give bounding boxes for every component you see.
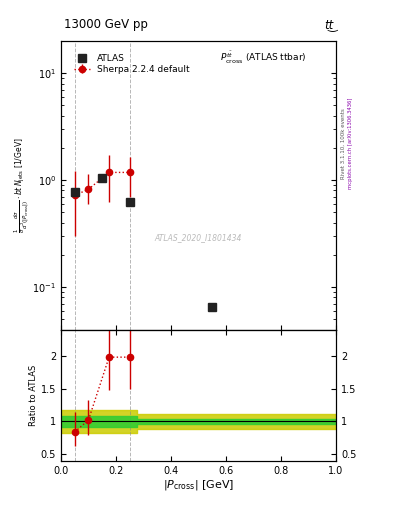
Text: $P_{\mathrm{cross}}^{t\bar{t}}$ (ATLAS ttbar): $P_{\mathrm{cross}}^{t\bar{t}}$ (ATLAS t… bbox=[220, 50, 307, 66]
Legend: ATLAS, Sherpa 2.2.4 default: ATLAS, Sherpa 2.2.4 default bbox=[71, 51, 193, 77]
ATLAS bbox=[210, 304, 215, 310]
Y-axis label: $\frac{1}{\sigma}\frac{d\sigma}{d^2(|P_{\mathrm{cross}}|)}\cdot bt\,N_{\mathrm{j: $\frac{1}{\sigma}\frac{d\sigma}{d^2(|P_{… bbox=[12, 137, 31, 233]
Y-axis label: Ratio to ATLAS: Ratio to ATLAS bbox=[29, 365, 38, 426]
Text: mcplots.cern.ch [arXiv:1306.3436]: mcplots.cern.ch [arXiv:1306.3436] bbox=[348, 98, 353, 189]
ATLAS bbox=[100, 175, 105, 181]
Line: ATLAS: ATLAS bbox=[71, 174, 216, 311]
X-axis label: $|P_{\mathrm{cross}}|$ [GeV]: $|P_{\mathrm{cross}}|$ [GeV] bbox=[163, 478, 234, 493]
Text: Rivet 3.1.10, 100k events: Rivet 3.1.10, 100k events bbox=[341, 108, 346, 179]
Text: ATLAS_2020_I1801434: ATLAS_2020_I1801434 bbox=[155, 233, 242, 242]
ATLAS bbox=[72, 188, 77, 195]
Text: tt͜: tt͜ bbox=[324, 18, 333, 31]
ATLAS bbox=[127, 199, 132, 205]
Text: 13000 GeV pp: 13000 GeV pp bbox=[64, 18, 147, 31]
